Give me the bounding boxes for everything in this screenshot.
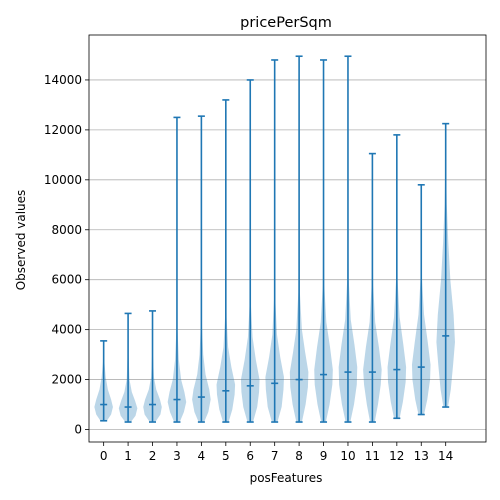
x-tick-label: 13 <box>414 449 429 463</box>
x-tick-label: 2 <box>149 449 157 463</box>
y-tick-label: 14000 <box>44 73 82 87</box>
x-tick-label: 8 <box>295 449 303 463</box>
x-tick-label: 6 <box>246 449 254 463</box>
chart-title: pricePerSqm <box>240 15 332 31</box>
x-tick-label: 3 <box>173 449 181 463</box>
x-tick-label: 12 <box>389 449 404 463</box>
y-tick-label: 8000 <box>51 223 82 237</box>
violin-layer <box>94 55 455 423</box>
y-tick-label: 10000 <box>44 173 82 187</box>
x-tick-label: 9 <box>320 449 328 463</box>
y-tick-label: 2000 <box>51 373 82 387</box>
y-tick-label: 12000 <box>44 123 82 137</box>
x-tick-label: 7 <box>271 449 279 463</box>
plot-frame <box>88 34 487 443</box>
x-tick-label: 11 <box>365 449 380 463</box>
y-axis-label: Observed values <box>14 190 28 291</box>
y-tick-label: 0 <box>74 423 82 437</box>
x-tick-label: 1 <box>124 449 132 463</box>
y-tick-label: 6000 <box>51 273 82 287</box>
grid-layer <box>89 79 486 430</box>
y-tick-label: 4000 <box>51 323 82 337</box>
x-tick-label: 5 <box>222 449 230 463</box>
x-tick-label: 14 <box>438 449 453 463</box>
x-axis-label: posFeatures <box>250 471 323 485</box>
x-tick-label: 10 <box>340 449 355 463</box>
x-tick-label: 0 <box>100 449 108 463</box>
x-tick-label: 4 <box>198 449 206 463</box>
